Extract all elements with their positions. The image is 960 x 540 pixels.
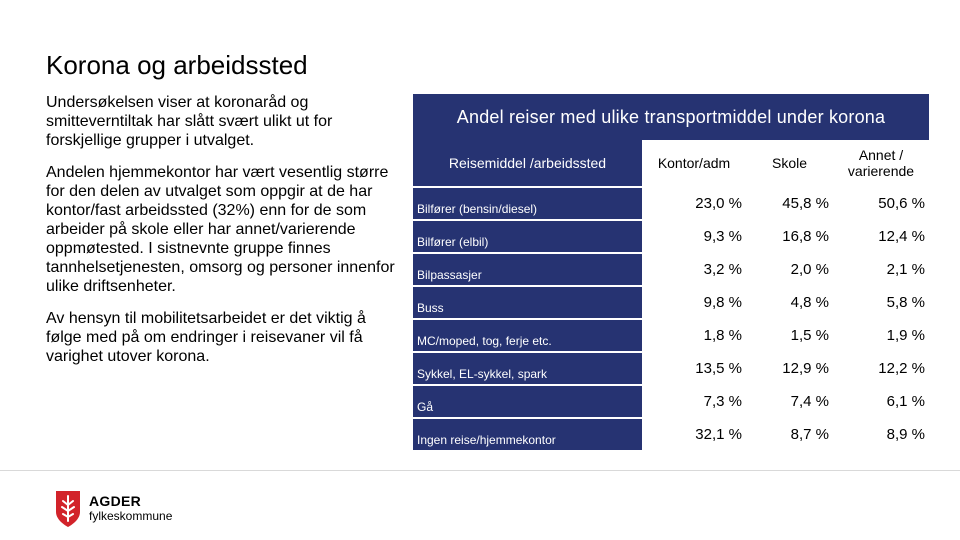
slide-title: Korona og arbeidssted <box>46 50 308 80</box>
row-label: Bilfører (bensin/diesel) <box>413 186 642 220</box>
column-header-office: Kontor/adm <box>642 140 746 187</box>
table-row: MC/moped, tog, ferje etc. 1,8 % 1,5 % 1,9 % <box>413 318 929 352</box>
row-label: Bilpassasjer <box>413 252 642 286</box>
cell-office: 23,0 % <box>642 186 746 220</box>
table-header-row: Reisemiddel /arbeidssted Kontor/adm Skol… <box>413 140 929 187</box>
cell-school: 4,8 % <box>746 285 833 319</box>
row-label: Buss <box>413 285 642 319</box>
cell-school: 12,9 % <box>746 351 833 385</box>
column-header-other: Annet / varierende <box>833 140 929 187</box>
column-header-mode: Reisemiddel /arbeidssted <box>413 140 642 187</box>
row-label: Sykkel, EL-sykkel, spark <box>413 351 642 385</box>
cell-other: 5,8 % <box>833 285 929 319</box>
table-row: Bilfører (bensin/diesel) 23,0 % 45,8 % 50,6… <box>413 186 929 220</box>
cell-school: 7,4 % <box>746 384 833 418</box>
cell-other: 6,1 % <box>833 384 929 418</box>
cell-office: 9,8 % <box>642 285 746 319</box>
table-body: Bilfører (bensin/diesel) 23,0 % 45,8 % 50,6… <box>413 186 929 450</box>
cell-school: 16,8 % <box>746 219 833 253</box>
transport-table: Andel reiser med ulike transportmiddel u… <box>413 94 929 450</box>
cell-school: 8,7 % <box>746 417 833 450</box>
cell-office: 13,5 % <box>642 351 746 385</box>
cell-school: 1,5 % <box>746 318 833 352</box>
cell-office: 9,3 % <box>642 219 746 253</box>
cell-other: 12,4 % <box>833 219 929 253</box>
table-row: Ingen reise/hjemmekontor 32,1 % 8,7 % 8,9 % <box>413 417 929 450</box>
body-text: Undersøkelsen viser at koronaråd og smit… <box>46 93 396 379</box>
table-row: Bilfører (elbil) 9,3 % 16,8 % 12,4 % <box>413 219 929 253</box>
table-row: Buss 9,8 % 4,8 % 5,8 % <box>413 285 929 319</box>
table-row: Bilpassasjer 3,2 % 2,0 % 2,1 % <box>413 252 929 286</box>
transport-share-table: Reisemiddel /arbeidssted Kontor/adm Skol… <box>413 140 929 450</box>
paragraph-home-office: Andelen hjemmekontor har vært vesentlig … <box>46 164 395 295</box>
logo-sub: fylkeskommune <box>89 509 173 523</box>
cell-other: 8,9 % <box>833 417 929 450</box>
table-row: Sykkel, EL-sykkel, spark 13,5 % 12,9 % 12,2… <box>413 351 929 385</box>
cell-office: 7,3 % <box>642 384 746 418</box>
row-label: Ingen reise/hjemmekontor <box>413 417 642 450</box>
paragraph-mobility: Av hensyn til mobilitetsarbeidet er det … <box>46 310 366 365</box>
cell-other: 50,6 % <box>833 186 929 220</box>
cell-office: 3,2 % <box>642 252 746 286</box>
agder-logo: AGDER fylkeskommune <box>55 490 172 528</box>
cell-other: 2,1 % <box>833 252 929 286</box>
cell-office: 1,8 % <box>642 318 746 352</box>
paragraph-intro: Undersøkelsen viser at koronaråd og smit… <box>46 94 333 149</box>
logo-name: AGDER <box>89 493 142 509</box>
cell-school: 45,8 % <box>746 186 833 220</box>
cell-office: 32,1 % <box>642 417 746 450</box>
row-label: MC/moped, tog, ferje etc. <box>413 318 642 352</box>
column-header-school: Skole <box>746 140 833 187</box>
cell-school: 2,0 % <box>746 252 833 286</box>
footer-divider <box>0 470 960 471</box>
table-row: Gå 7,3 % 7,4 % 6,1 % <box>413 384 929 418</box>
cell-other: 12,2 % <box>833 351 929 385</box>
agder-coat-of-arms-icon <box>56 491 80 527</box>
row-label: Gå <box>413 384 642 418</box>
row-label: Bilfører (elbil) <box>413 219 642 253</box>
cell-other: 1,9 % <box>833 318 929 352</box>
table-title: Andel reiser med ulike transportmiddel u… <box>413 94 929 140</box>
